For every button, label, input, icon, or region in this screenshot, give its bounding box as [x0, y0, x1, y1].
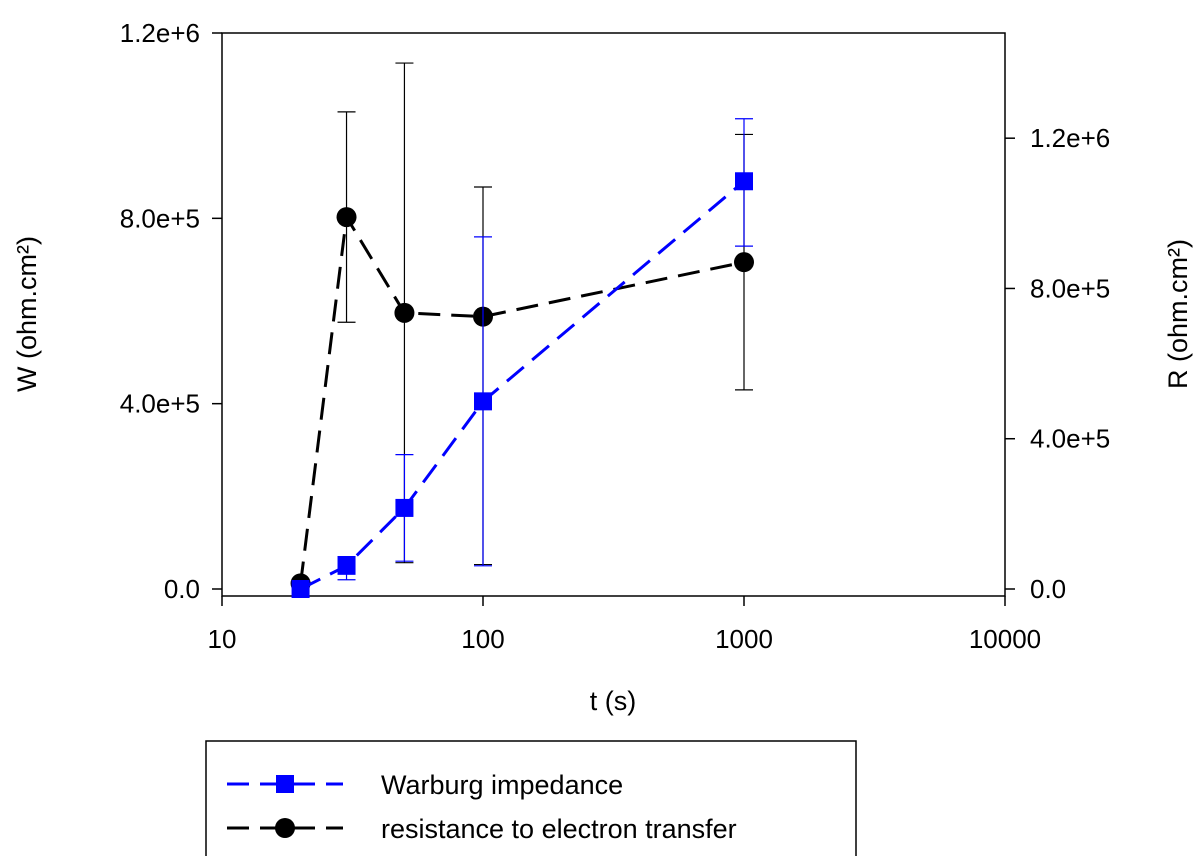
data-point [735, 172, 753, 191]
series-line [299, 212, 745, 584]
data-point [337, 556, 356, 575]
series-1 [290, 62, 754, 594]
legend-label-resistance: resistance to electron transfer [381, 814, 737, 844]
legend-items [227, 775, 343, 838]
data-point [474, 392, 492, 411]
left-y-axis-title: W (ohm.cm²) [12, 236, 42, 392]
data-point [291, 580, 310, 598]
left-y-tick-label: 8.0e+5 [120, 203, 200, 233]
left-y-tick-label: 4.0e+5 [120, 389, 200, 419]
left-y-tick-label: 0.0 [164, 574, 200, 604]
plot-area-frame [221, 32, 1006, 597]
right-y-tick-label: 1.2e+6 [1030, 123, 1110, 153]
right-y-axis: 0.0 4.0e+5 8.0e+5 1.2e+6 [1005, 123, 1110, 604]
x-tick-label: 100 [461, 624, 504, 654]
data-point [336, 207, 357, 228]
left-y-axis: 0.0 4.0e+5 8.0e+5 1.2e+6 [120, 18, 222, 604]
series-0 [291, 118, 753, 598]
x-tick-label: 10000 [969, 624, 1041, 654]
data-point [734, 252, 754, 273]
series-line [299, 180, 745, 591]
legend: Warburg impedance resistance to electron… [205, 740, 857, 856]
left-y-tick-label: 1.2e+6 [120, 18, 200, 48]
right-y-tick-label: 8.0e+5 [1030, 273, 1110, 303]
data-point [394, 302, 415, 323]
x-axis-title: t (s) [590, 686, 637, 716]
legend-label-warburg: Warburg impedance [381, 770, 623, 800]
legend-marker [275, 818, 295, 838]
right-y-tick-label: 4.0e+5 [1030, 424, 1110, 454]
series-layer [290, 62, 754, 598]
right-y-axis-title: R (ohm.cm²) [1163, 239, 1193, 389]
right-y-tick-label: 0.0 [1030, 574, 1066, 604]
legend-marker [276, 775, 294, 793]
data-point [395, 498, 414, 517]
x-tick-label: 1000 [715, 624, 773, 654]
legend-box [205, 740, 857, 856]
x-tick-label: 10 [208, 624, 237, 654]
x-axis: 10 100 1000 10000 [208, 596, 1041, 654]
